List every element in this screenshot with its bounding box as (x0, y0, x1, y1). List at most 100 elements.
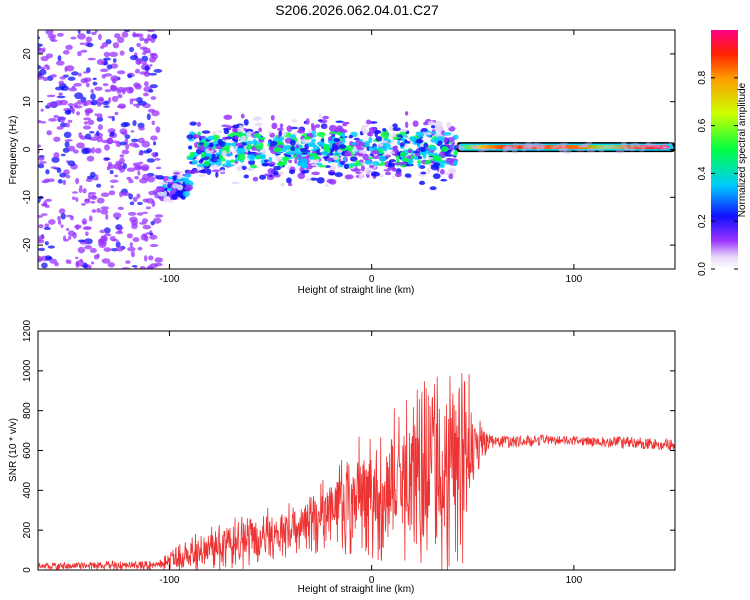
spectrogram-cell (130, 130, 135, 133)
spectrogram-cell (108, 190, 116, 196)
spectrogram-cell (128, 142, 138, 147)
spectrogram-cell (372, 146, 378, 151)
spectrogram-cell (358, 173, 363, 181)
spectrogram-cell (528, 144, 536, 148)
spectrogram-cell (83, 117, 92, 121)
spectrogram-cell (124, 134, 131, 140)
spectrogram-cell (110, 87, 119, 91)
spectrogram-cell (102, 101, 110, 106)
spectrogram-cell (636, 144, 641, 149)
spectrogram-cell (132, 237, 140, 243)
spectrogram-cell (90, 261, 95, 265)
snr-ytick-label: 1200 (22, 319, 33, 342)
spectrogram-cell (364, 160, 373, 165)
spectrogram-cell (388, 151, 395, 154)
spectrogram-cell (108, 97, 112, 104)
spectrogram-cell (620, 141, 627, 146)
spectrogram-cell (241, 165, 247, 171)
spectrogram-cell (189, 151, 195, 157)
spectrogram-cell (236, 166, 243, 172)
spectrogram-cell (652, 144, 660, 149)
spectrogram-cell (116, 70, 126, 75)
spectrogram-cell (38, 239, 45, 244)
spectrogram-cell (368, 164, 375, 168)
spectrogram-cell (225, 159, 232, 166)
spectrogram-cell (137, 170, 141, 176)
spectrogram-cell (89, 171, 96, 178)
spectrogram-cell (171, 187, 177, 194)
spectrogram-cell (121, 89, 126, 95)
spectrogram-cell (105, 213, 109, 220)
spectrogram-cell (353, 162, 363, 167)
spectrogram-cell (349, 156, 358, 162)
spectrogram-cell (310, 138, 316, 143)
spectrogram-cell (336, 131, 343, 136)
spectrogram-cell (45, 169, 50, 175)
spectrogram-cell (149, 56, 157, 63)
spectrogram-cell (48, 118, 58, 122)
spectrogram-cell (77, 33, 86, 40)
spectrogram-cell (150, 37, 156, 43)
spectrogram-cell (128, 179, 134, 184)
spectrogram-cell (50, 39, 58, 42)
spectrogram-cell (40, 121, 47, 124)
spectrogram-cell (136, 193, 141, 199)
spectrogram-cell (638, 149, 645, 152)
spectrogram-ytick-label: 20 (22, 48, 33, 60)
spectrogram-cell (109, 235, 116, 242)
spectrogram-ytick-label: 0 (22, 146, 33, 152)
spectrogram-cell (557, 148, 563, 152)
spectrogram-cell (424, 160, 432, 165)
spectrogram-cell (146, 113, 151, 121)
spectrogram-cell (86, 42, 94, 48)
spectrogram-cell (127, 73, 133, 79)
spectrogram-cell (141, 164, 150, 171)
spectrogram-cell (417, 162, 422, 168)
spectrogram-cell (211, 131, 217, 136)
spectrogram-cell (217, 130, 223, 134)
spectrogram-cell (91, 209, 97, 213)
spectrogram-ytick-label: -20 (22, 237, 33, 252)
spectrogram-cell (60, 224, 64, 228)
spectrogram-cell (104, 233, 112, 237)
spectrogram-cell (404, 173, 412, 178)
spectrogram-cell (103, 227, 111, 234)
spectrogram-cell (414, 138, 424, 144)
snr-ytick-label: 400 (22, 482, 33, 499)
spectrogram-cell (96, 197, 105, 204)
spectrogram-cell (53, 114, 59, 119)
spectrogram-cell (106, 64, 113, 70)
spectrogram-cell (141, 173, 150, 181)
spectrogram-cell (508, 145, 519, 150)
spectrogram-cell (344, 121, 350, 125)
spectrogram-cell (309, 177, 319, 181)
spectrogram-cell (153, 154, 157, 158)
spectrogram-cell (362, 153, 369, 161)
spectrogram-cell (254, 122, 263, 127)
spectrogram-cell (223, 114, 233, 120)
spectrogram-cell (96, 59, 105, 65)
spectrogram-cell (221, 124, 230, 128)
spectrogram-cell (396, 154, 400, 162)
spectrogram-cell (45, 198, 53, 202)
spectrogram-cell (167, 176, 174, 180)
spectrogram-cell (332, 144, 339, 150)
spectrogram-cell (66, 214, 73, 218)
spectrogram-cell (229, 159, 236, 163)
spectrogram-cell (397, 140, 401, 146)
spectrogram-cell (77, 50, 82, 57)
spectrogram-cell (447, 168, 457, 174)
spectrogram-cell (92, 81, 98, 86)
spectrogram-cell (243, 118, 249, 126)
spectrogram-cell (380, 161, 386, 166)
spectrogram-cell (364, 140, 371, 147)
spectrogram-cell (388, 125, 394, 131)
spectrogram-cell (67, 235, 72, 240)
spectrogram-cell (301, 152, 308, 155)
spectrogram-cell (105, 39, 112, 45)
spectrogram-cell (275, 155, 284, 162)
spectrogram-cell (125, 260, 131, 264)
spectrogram-cell (483, 143, 489, 147)
spectrogram-cell (54, 100, 63, 106)
spectrogram-cell (263, 159, 269, 163)
